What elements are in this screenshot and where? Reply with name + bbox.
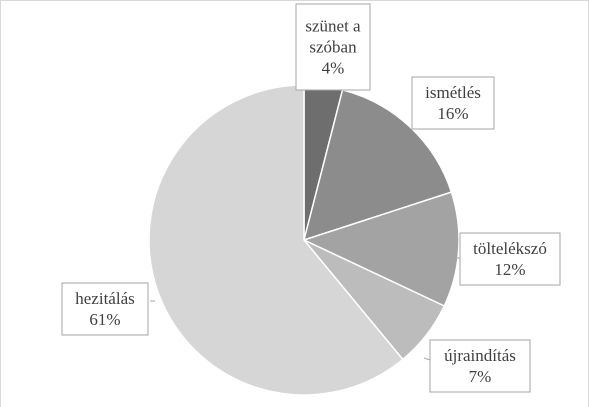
- data-label-box: [429, 339, 531, 393]
- data-label-ismetles: ismétlés 16%: [411, 76, 495, 130]
- data-label-box: [459, 232, 561, 286]
- data-label-szunet-a-szoban: szünet a szóban 4%: [295, 3, 371, 91]
- data-label-category: újraindítás: [444, 346, 516, 365]
- data-label-percent: 12%: [494, 260, 525, 279]
- data-label-box: [61, 282, 149, 336]
- data-label-ujrainditas: újraindítás 7%: [429, 339, 531, 393]
- pie-slices: [148, 84, 460, 396]
- data-label-percent: 4%: [322, 59, 345, 78]
- frame-top-border: [0, 0, 589, 1]
- pie-slice-toltelekszo: [301, 191, 460, 307]
- data-label-category: ismétlés: [425, 83, 481, 102]
- data-label-category: hezitálás: [75, 289, 134, 308]
- data-label-toltelekszo: töltelékszó 12%: [459, 232, 561, 286]
- data-label-box: [411, 76, 495, 130]
- data-label-percent: 61%: [89, 310, 120, 329]
- data-label-category: szóban: [309, 38, 357, 57]
- leader-line-ujrainditas: [423, 357, 431, 361]
- data-label-percent: 16%: [437, 104, 468, 123]
- pie-slice-ismetles: [302, 88, 453, 242]
- data-label-hezitalas: hezitálás 61%: [61, 282, 149, 336]
- label-leader-lines: [150, 257, 460, 361]
- data-label-category: töltelékszó: [473, 239, 547, 258]
- data-label-box: [295, 3, 371, 91]
- data-label-percent: 7%: [469, 367, 492, 386]
- data-labels: szünet a szóban 4% ismétlés 16% töltelékszó 12…: [61, 3, 561, 393]
- frame-left-border: [0, 0, 1, 407]
- data-label-category: szünet a: [305, 17, 361, 36]
- pie-slice-hezitalas: [148, 84, 404, 396]
